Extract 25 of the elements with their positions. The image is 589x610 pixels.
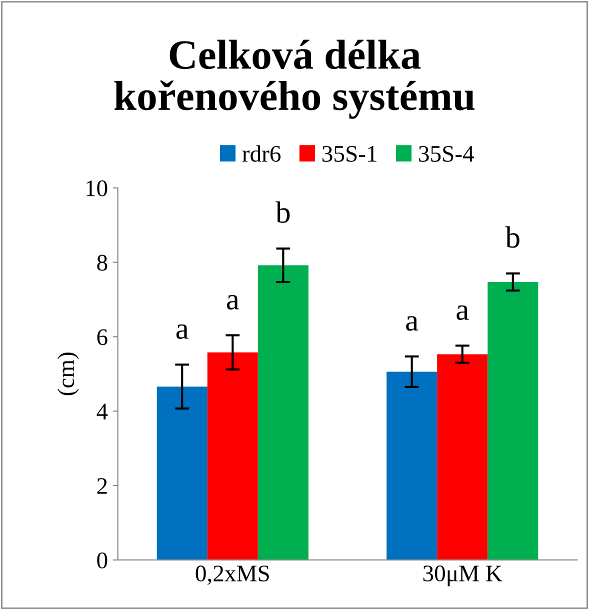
x-tick-label: 30μM K bbox=[423, 566, 502, 586]
y-tick-label: 8 bbox=[97, 254, 108, 271]
bar bbox=[488, 282, 538, 560]
x-tick-label: 0,2xMS bbox=[196, 566, 269, 585]
y-tick-label: 10 bbox=[86, 180, 108, 196]
annotation: b bbox=[276, 201, 290, 223]
chart-title: Celková délka kořenového systému bbox=[114, 40, 475, 119]
bar bbox=[386, 372, 438, 560]
legend-label: rdr6 bbox=[242, 145, 281, 162]
annotation: b bbox=[505, 226, 520, 248]
annotation: a bbox=[456, 305, 469, 320]
annotation: a bbox=[406, 316, 418, 331]
y-tick-label: 4 bbox=[96, 404, 108, 420]
bar bbox=[207, 352, 258, 560]
annotation: a bbox=[226, 294, 240, 310]
legend-label: 35S-1 bbox=[322, 146, 376, 162]
bar bbox=[437, 354, 488, 560]
y-tick-label: 6 bbox=[97, 329, 108, 346]
y-axis-title: (cm) bbox=[58, 352, 79, 396]
bar bbox=[258, 265, 308, 560]
legend-label: 35S-4 bbox=[419, 146, 474, 162]
bar bbox=[156, 386, 208, 560]
annotation: a bbox=[176, 324, 188, 339]
y-tick-label: 0 bbox=[97, 552, 108, 568]
y-tick-label: 2 bbox=[97, 478, 107, 494]
